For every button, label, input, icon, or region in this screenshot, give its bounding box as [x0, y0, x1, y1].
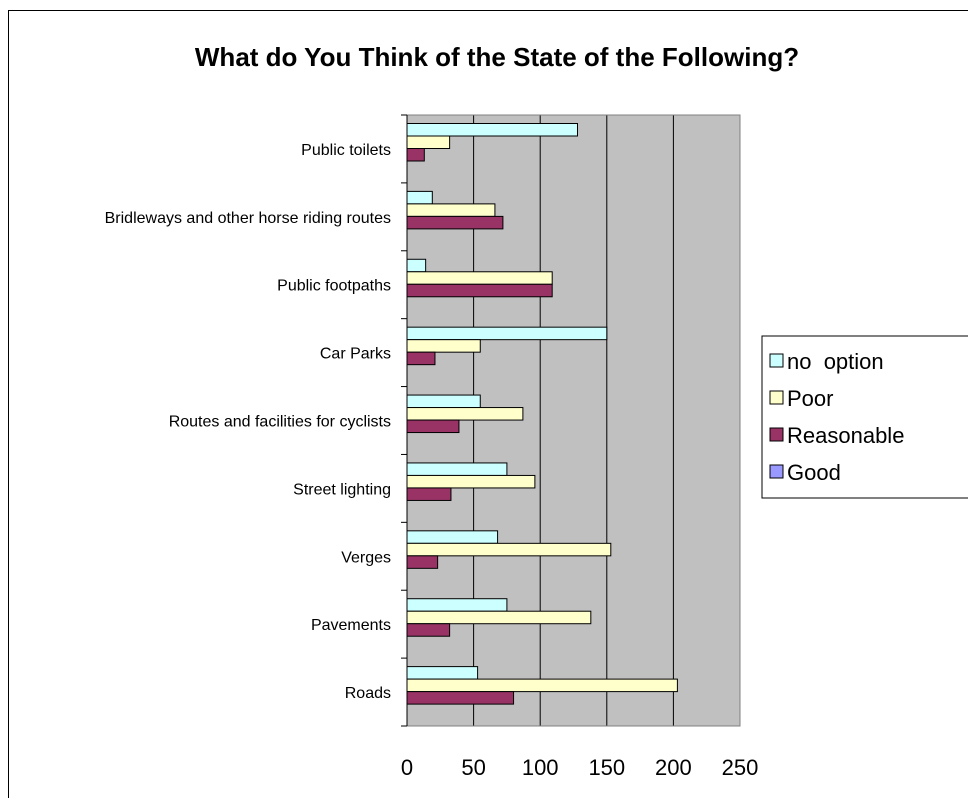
bar: [406, 148, 425, 162]
x-tick-label: 50: [461, 755, 485, 780]
bar: [406, 123, 578, 137]
bar: [406, 623, 451, 637]
category-label: Street lighting: [293, 481, 391, 498]
bar: [406, 598, 508, 612]
bar: [406, 258, 427, 273]
category-label: Routes and facilities for cyclists: [169, 414, 391, 431]
bar: [406, 339, 481, 353]
bars: [406, 123, 678, 705]
bar: [406, 215, 504, 230]
x-tick-label: 0: [401, 755, 413, 780]
bar: [406, 407, 524, 421]
bar: [406, 678, 678, 693]
bar: [406, 351, 436, 366]
bar: [406, 326, 608, 341]
bar: [406, 419, 460, 434]
legend-swatch: [769, 390, 784, 405]
category-label: Roads: [345, 685, 391, 702]
bar: [406, 666, 479, 680]
x-tick-label: 250: [722, 755, 759, 780]
legend-label: Reasonable: [787, 423, 904, 448]
bar: [406, 474, 536, 489]
legend-label: Good: [787, 460, 841, 485]
bar: [406, 283, 553, 298]
legend-label: Poor: [787, 386, 833, 411]
bar: [406, 271, 553, 285]
bar: [406, 530, 499, 544]
legend: no option Poor Reasonable Good: [761, 335, 968, 499]
bar: [406, 487, 452, 501]
category-label: Public footpaths: [277, 278, 391, 295]
legend-label: no option: [787, 349, 884, 374]
legend-box: [761, 335, 968, 499]
x-tick-label: 100: [522, 755, 559, 780]
category-label: Pavements: [311, 617, 391, 634]
bar: [406, 610, 592, 625]
bar: [406, 691, 515, 705]
x-tick-label: 150: [588, 755, 625, 780]
legend-swatch: [769, 353, 784, 368]
x-tick-label: 200: [655, 755, 692, 780]
bar: [406, 190, 433, 205]
category-label: Verges: [341, 549, 391, 566]
legend-swatch: [769, 464, 784, 479]
category-label: Public toilets: [301, 142, 391, 159]
category-label: Bridleways and other horse riding routes: [105, 210, 391, 227]
y-axis-labels: Public toilets Bridleways and other horse…: [105, 142, 391, 702]
bar: [406, 462, 508, 476]
chart-title: What do You Think of the State of the Fo…: [195, 42, 799, 72]
bar: [406, 555, 439, 569]
bar: [406, 394, 481, 409]
axes: [401, 114, 408, 727]
category-label: Car Parks: [320, 346, 391, 363]
bar: [406, 542, 612, 557]
bar: [406, 135, 451, 149]
legend-swatch: [769, 427, 784, 442]
x-axis-labels: 0 50 100 150 200 250: [401, 755, 758, 780]
bar: [406, 203, 496, 217]
